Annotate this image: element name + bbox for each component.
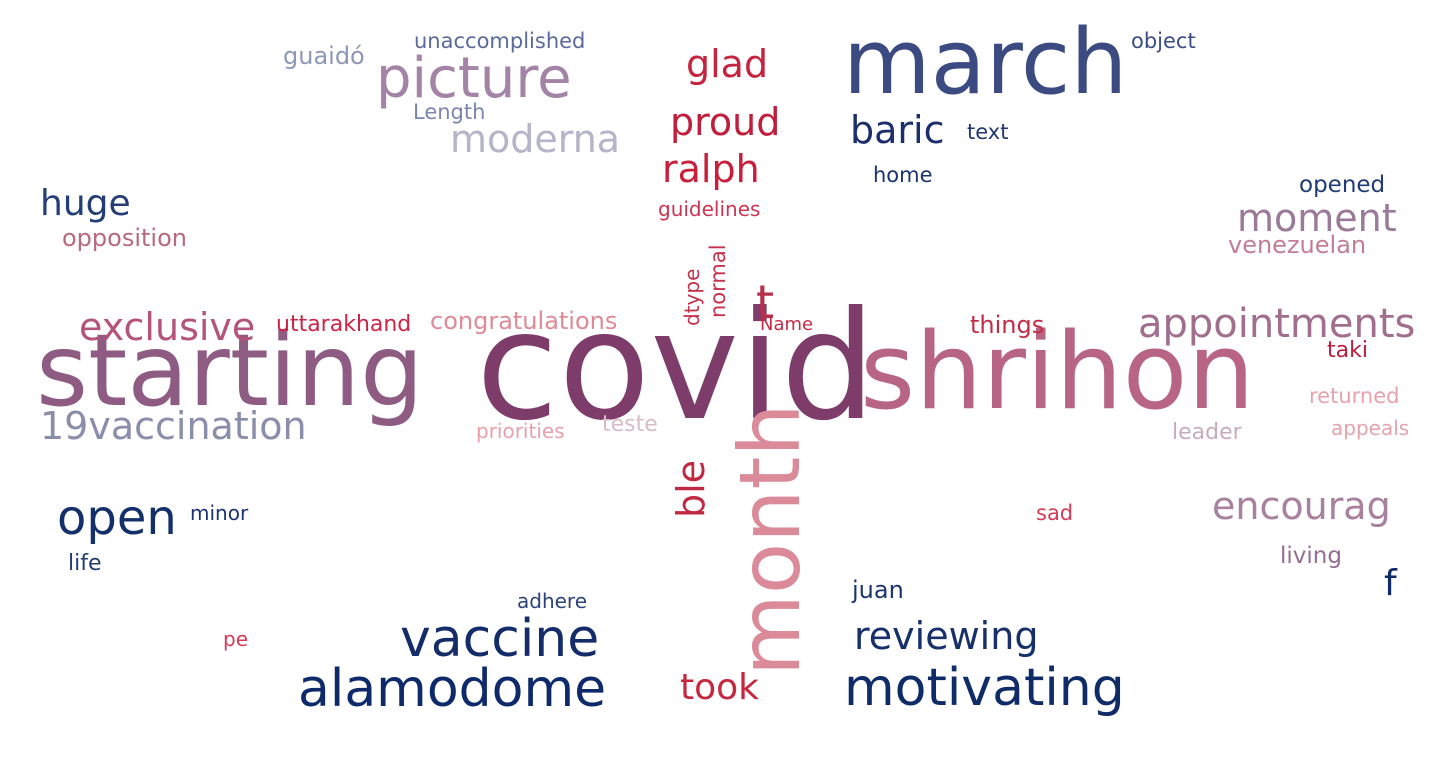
word-glad: glad xyxy=(686,42,769,86)
word-name: Name xyxy=(760,314,814,335)
word-encourag: encourag xyxy=(1212,484,1391,528)
word-moderna: moderna xyxy=(450,117,621,161)
word-opposition: opposition xyxy=(62,224,187,252)
word-unaccomplished: unaccomplished xyxy=(414,29,586,53)
word-open: open xyxy=(57,490,177,546)
word-appeals: appeals xyxy=(1331,416,1410,440)
word-f: f xyxy=(1384,563,1397,604)
word-juan: juan xyxy=(852,576,904,604)
word-t: t xyxy=(756,275,775,329)
word-took: took xyxy=(680,667,760,708)
word-baric: baric xyxy=(850,108,945,152)
word-guidelines: guidelines xyxy=(658,197,761,221)
word-priorities: priorities xyxy=(476,419,565,443)
word-congratulations: congratulations xyxy=(430,307,618,335)
word-normal: normal xyxy=(706,244,730,318)
word-dtype: dtype xyxy=(680,268,704,326)
word-leader: leader xyxy=(1172,420,1242,445)
word-covid: covid xyxy=(476,280,876,454)
word-month: month xyxy=(721,403,819,676)
word-adhere: adhere xyxy=(517,589,588,613)
word-19vaccination: 19vaccination xyxy=(40,404,307,448)
word-teste: teste xyxy=(602,412,658,437)
word-vaccine: vaccine xyxy=(400,609,600,669)
word-things: things xyxy=(970,311,1045,339)
word-home: home xyxy=(873,163,933,187)
word-living: living xyxy=(1280,543,1342,569)
word-starting: starting xyxy=(36,312,424,429)
word-pe: pe xyxy=(223,627,248,651)
word-shrihon: shrihon xyxy=(860,310,1255,433)
word-alamodome: alamodome xyxy=(298,659,607,719)
word-exclusive: exclusive xyxy=(79,305,256,349)
word-huge: huge xyxy=(40,183,131,224)
word-taki: taki xyxy=(1327,338,1368,363)
word-motivating: motivating xyxy=(844,658,1125,718)
word-venezuelan: venezuelan xyxy=(1228,231,1367,259)
word-appointments: appointments xyxy=(1138,301,1416,347)
word-returned: returned xyxy=(1309,384,1400,408)
word-march: march xyxy=(843,10,1128,115)
word-ralph: ralph xyxy=(662,147,760,191)
word-uttarakhand: uttarakhand xyxy=(276,312,412,337)
word-guaido: guaidó xyxy=(283,42,365,70)
word-moment: moment xyxy=(1237,196,1397,240)
word-minor: minor xyxy=(190,501,249,525)
word-object: object xyxy=(1131,29,1196,53)
word-opened: opened xyxy=(1299,172,1386,198)
word-picture: picture xyxy=(376,46,572,111)
word-length: Length xyxy=(413,100,486,124)
word-text: text xyxy=(967,120,1009,144)
word-life: life xyxy=(68,551,102,576)
word-ble: ble xyxy=(669,459,713,518)
word-sad: sad xyxy=(1036,501,1074,525)
word-reviewing: reviewing xyxy=(854,614,1039,658)
word-proud: proud xyxy=(670,100,781,144)
